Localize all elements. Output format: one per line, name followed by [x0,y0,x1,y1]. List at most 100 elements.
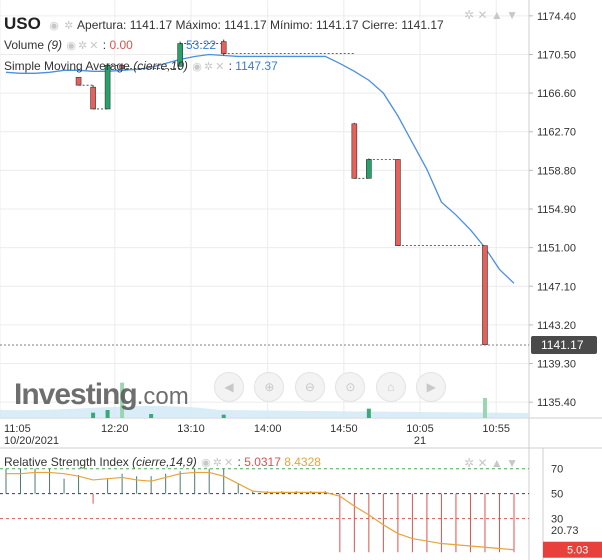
rsi-label: Relative Strength Index [4,455,129,469]
price-tick-label: 1143.20 [537,320,576,332]
gear-icon[interactable]: ✲ [464,456,475,470]
sma-line [5,53,515,284]
rsi-toolbar: ✲ ✕ ▲ ▼ [464,456,518,470]
volume-right-label: 53.22 [186,38,216,52]
candle-body [395,159,401,246]
volume-value: 0.00 [109,38,133,52]
rsi-tick-label: 20.73 [551,525,579,537]
rsi-signal-value: 8.4328 [284,455,321,469]
header-ohlc-row: USO ◉ ✲ Apertura: 1141.17 Máximo: 1141.1… [4,14,444,34]
volume-bar [149,414,154,418]
close-icon[interactable]: ✕ [223,457,234,469]
time-tick-label: 14:00 [254,423,282,435]
rsi-last-label: 5.03 [567,545,588,557]
eye-icon[interactable]: ◉ [201,457,211,469]
rsi-param: (cierre,14,9) [132,455,197,469]
volume-bar [120,382,125,418]
scroll-right-icon[interactable]: ▶ [416,372,447,402]
top-right-toolbar: ✲ ✕ ▲ ▼ [464,8,518,22]
candle-body [75,76,82,86]
sma-layer [5,53,515,284]
volume-bar [482,398,487,418]
volume-area [0,405,529,418]
price-tick-label: 1135.40 [537,397,576,409]
sma-value: 1147.37 [235,59,278,73]
price-tick-label: 1166.60 [537,88,576,100]
eye-icon[interactable]: ◉ [66,40,76,52]
time-tick-label: 10:55 [482,423,510,435]
close-icon[interactable]: ✕ [89,40,99,52]
time-tick-label: 12:20 [101,423,129,435]
candle-body [482,245,488,346]
price-tick-label: 1139.30 [537,359,576,371]
price-tick-label: 1170.50 [537,49,576,61]
sma-legend: Simple Moving Average (cierre,10) ◉ ✲ ✕ : … [4,59,278,73]
home-icon[interactable]: ⌂ [375,372,406,402]
time-tick-label: 13:10 [177,423,205,435]
volume-param: (9) [47,38,63,52]
gear-icon[interactable]: ✲ [64,20,74,32]
price-tick-label: 1154.90 [537,204,576,216]
rsi-tick-label: 70 [551,464,563,476]
zoom-reset-icon[interactable]: ⊙ [335,372,366,402]
zoom-in-icon[interactable]: ⊕ [254,372,285,402]
gear-icon[interactable]: ✲ [203,61,214,73]
time-tick-sublabel: 21 [414,435,426,447]
price-tick-label: 1162.70 [537,127,576,139]
gear-icon[interactable]: ✲ [212,457,222,469]
lock-icon[interactable]: ▲ [490,8,503,22]
volume-right-value: 53.22 [186,38,217,52]
volume-layer [0,382,529,418]
close-icon[interactable]: ✕ [477,456,488,470]
volume-label: Volume [4,38,45,52]
candle-body [351,123,358,179]
time-tick-sublabel: 10/20/2021 [4,435,59,447]
chevron-down-icon[interactable]: ▼ [506,456,518,470]
price-tick-label: 1174.40 [537,11,576,23]
chevron-down-icon[interactable]: ▼ [506,8,518,22]
time-tick-label: 11:05 [4,423,31,435]
volume-legend: Volume (9) ◉ ✲ ✕ : 0.00 [4,38,133,52]
rsi-last-badge [543,541,602,558]
volume-bar [91,412,96,418]
sma-label: Simple Moving Average [4,59,130,73]
candle-layer [0,39,529,346]
last-price-label: 1141.17 [541,338,584,352]
sma-param: (cierre,10) [133,59,188,73]
price-tick-label: 1151.00 [537,243,576,255]
rsi-tick-label: 30 [551,514,563,526]
rsi-tick-label: 50 [551,489,563,501]
close-icon[interactable]: ✕ [215,61,225,73]
logo-text: Investing [14,378,138,411]
price-axis: 1174.40 1170.50 1166.60 1162.70 1158.80 1154.… [529,11,597,409]
time-tick-label: 10:05 [406,423,434,435]
rsi-layer [0,468,529,553]
rsi-legend: Relative Strength Index (cierre,14,9) ◉ ✲… [4,455,321,469]
close-icon[interactable]: ✕ [477,8,488,22]
chart-navigation: ◀ ⊕ ⊖ ⊙ ⌂ ▶ [214,372,452,402]
eye-icon[interactable]: ◉ [192,61,202,73]
gear-icon[interactable]: ✲ [78,40,88,52]
candle-body [366,159,372,179]
volume-bar [366,408,371,418]
last-price-badge [531,335,597,354]
price-tick-label: 1147.10 [537,281,576,293]
price-tick-label: 1158.80 [537,165,576,177]
gear-icon[interactable]: ✲ [464,8,475,22]
lock-icon[interactable]: ▲ [490,456,503,470]
zoom-out-icon[interactable]: ⊖ [294,372,325,402]
volume-bar [105,410,110,418]
symbol-label: USO [4,14,41,33]
investing-logo: Investing.com [14,378,189,412]
rsi-value: 5.0317 [244,455,281,469]
eye-icon[interactable]: ◉ [49,20,59,32]
candle-body [90,86,96,110]
scroll-left-icon[interactable]: ◀ [214,372,244,402]
rsi-line [6,471,515,551]
logo-domain: .com [136,383,189,410]
volume-bar [221,414,226,418]
